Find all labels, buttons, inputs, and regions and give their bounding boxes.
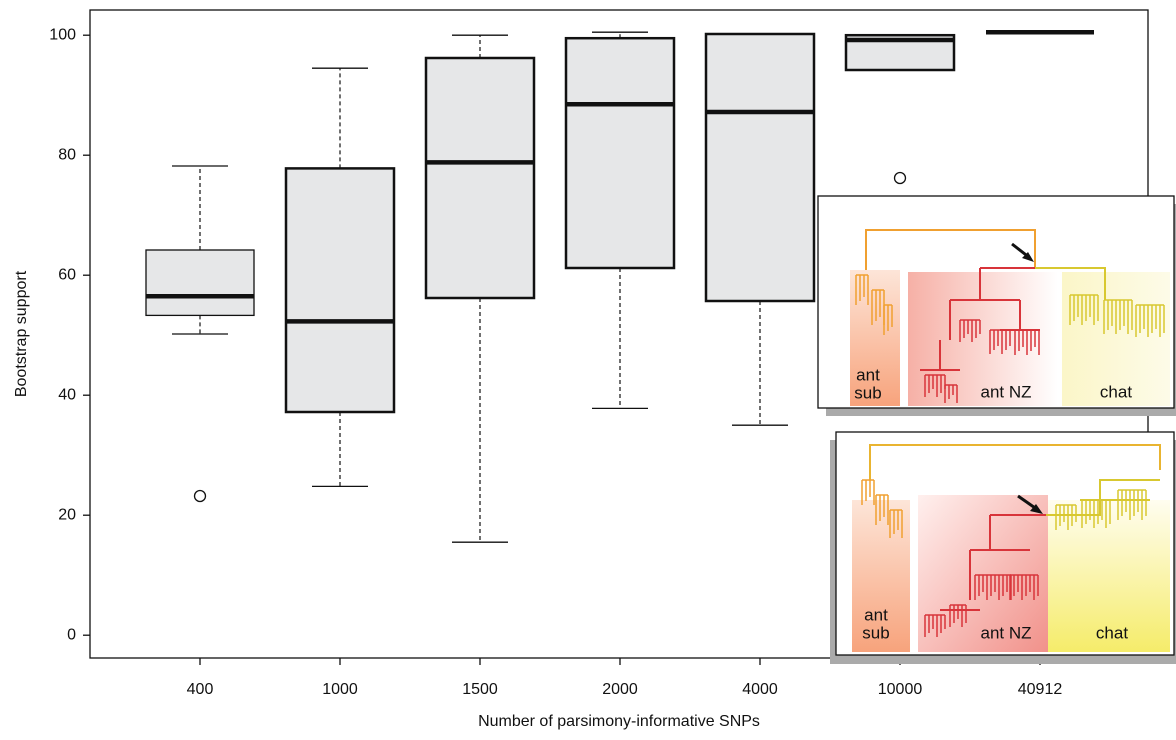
x-tick-label: 1000 [322,681,358,698]
y-tick-label: 100 [49,26,76,43]
boxes [145,29,1094,543]
outlier [193,489,207,503]
x-axis-label: Number of parsimony-informative SNPs [478,713,760,730]
box [424,56,536,300]
clade-label: chat [1100,382,1132,401]
clade-bg [850,270,900,406]
tree-branch [940,514,1046,611]
box [704,32,816,303]
x-tick-label: 1500 [462,681,498,698]
x-tick-label: 10000 [878,681,923,698]
clade-label: ant NZ [980,623,1031,642]
tree-branch [920,268,1040,371]
box [145,249,255,317]
clade-label: ant NZ [980,382,1031,401]
box [564,36,676,270]
clade-bg [918,495,1048,652]
y-tick-label: 80 [58,146,76,163]
x-tick-label: 2000 [602,681,638,698]
x-tick-label: 4000 [742,681,778,698]
y-axis-label: Bootstrap support [13,270,30,397]
outlier [893,171,907,185]
box [284,167,396,414]
clade-label: ant [864,605,888,624]
clade-label: ant [856,365,880,384]
x-tick-label: 400 [187,681,214,698]
inset-tree-1: ant sub ant NZ chat [817,195,1176,416]
arrow-head [1030,504,1043,514]
tree-branch [869,444,1161,480]
clade-label: sub [862,623,889,642]
tree-branch [1035,267,1106,300]
y-tick-label: 20 [58,506,76,523]
arrow-head [1022,252,1034,262]
tree-branch [865,229,1036,270]
x-tick-label: 40912 [1018,681,1063,698]
clade-bg [852,500,910,652]
y-tick-label: 40 [58,386,76,403]
y-tick-label: 60 [58,266,76,283]
clade-label: chat [1096,623,1128,642]
clade-label: sub [854,383,881,402]
inset-tree-2: ant sub ant NZ chat [830,431,1176,664]
y-tick-label: 0 [67,626,76,643]
